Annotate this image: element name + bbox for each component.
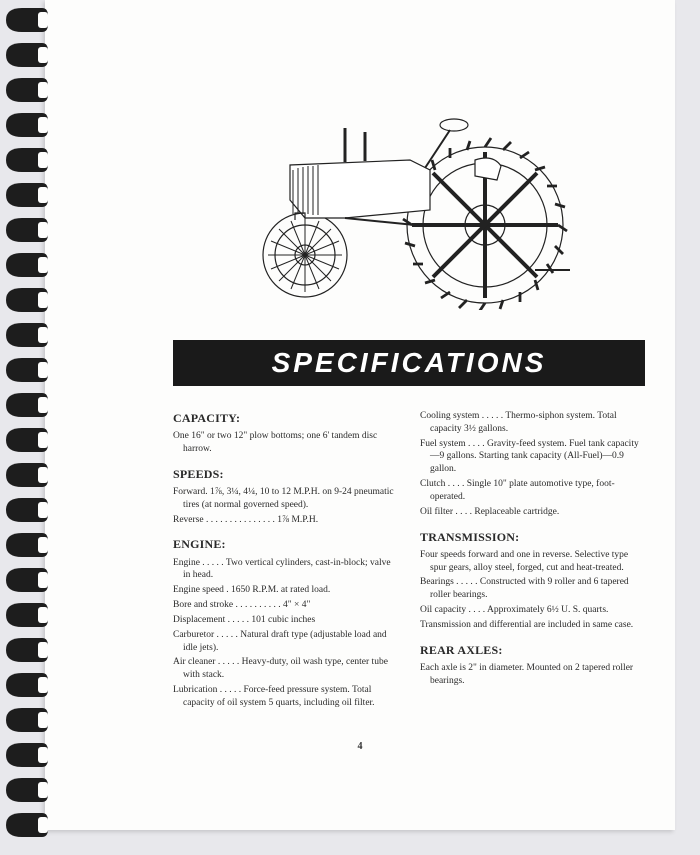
spec-item: Engine . . . . . Two vertical cylinders,… [183,557,398,583]
spec-item: Bore and stroke . . . . . . . . . . 4" ×… [183,599,398,612]
spec-item: Displacement . . . . . 101 cubic inches [183,614,398,627]
spec-item: Each axle is 2" in diameter. Mounted on … [430,662,645,688]
binding-ring [4,251,48,279]
spec-item: Lubrication . . . . . Force-feed pressur… [183,684,398,710]
spec-item: Oil capacity . . . . Approximately 6½ U.… [430,604,645,617]
section-heading-transmission: TRANSMISSION: [420,529,645,545]
binding-ring [4,566,48,594]
binding-ring [4,426,48,454]
binding-ring [4,391,48,419]
binding-ring [4,496,48,524]
spec-item: Clutch . . . . Single 10" plate automoti… [430,478,645,504]
binding-ring [4,76,48,104]
binding-ring [4,461,48,489]
right-column: Cooling system . . . . . Thermo-siphon s… [420,400,645,712]
binding-ring [4,531,48,559]
binding-ring [4,216,48,244]
spec-item: Carburetor . . . . . Natural draft type … [183,629,398,655]
binding-ring [4,356,48,384]
spec-item: Four speeds forward and one in reverse. … [430,549,645,575]
left-column: CAPACITY: One 16" or two 12" plow bottom… [173,400,398,712]
tractor-illustration [235,70,575,310]
specifications-banner-text: SPECIFICATIONS [272,347,547,379]
spec-item: Reverse . . . . . . . . . . . . . . . 1⅞… [183,514,398,527]
binding-ring [4,286,48,314]
binding-ring [4,601,48,629]
binding-ring [4,776,48,804]
spec-item: One 16" or two 12" plow bottoms; one 6' … [183,430,398,456]
binding-ring [4,146,48,174]
section-heading-engine: ENGINE: [173,536,398,552]
spec-item: Forward. 1⅞, 3¼, 4¼, 10 to 12 M.P.H. on … [183,486,398,512]
binding-ring [4,671,48,699]
binding-ring [4,321,48,349]
binding-ring [4,6,48,34]
spec-item: Bearings . . . . . Constructed with 9 ro… [430,576,645,602]
spec-item: Fuel system . . . . Gravity-feed system.… [430,438,645,476]
section-heading-speeds: SPEEDS: [173,466,398,482]
binding-ring [4,741,48,769]
specifications-banner: SPECIFICATIONS [173,340,645,386]
binding-ring [4,181,48,209]
spec-item: Cooling system . . . . . Thermo-siphon s… [430,410,645,436]
spec-item: Air cleaner . . . . . Heavy-duty, oil wa… [183,656,398,682]
manual-page: SPECIFICATIONS CAPACITY: One 16" or two … [45,0,675,830]
binding-ring [4,811,48,839]
spec-content: CAPACITY: One 16" or two 12" plow bottom… [173,400,645,712]
spiral-binding [0,0,60,855]
spec-item: Engine speed . 1650 R.P.M. at rated load… [183,584,398,597]
spec-item: Oil filter . . . . Replaceable cartridge… [430,506,645,519]
binding-ring [4,111,48,139]
binding-ring [4,41,48,69]
binding-ring [4,706,48,734]
section-heading-capacity: CAPACITY: [173,410,398,426]
section-heading-rear-axles: REAR AXLES: [420,642,645,658]
page-number: 4 [45,741,675,752]
binding-ring [4,636,48,664]
spec-item: Transmission and differential are includ… [430,619,645,632]
